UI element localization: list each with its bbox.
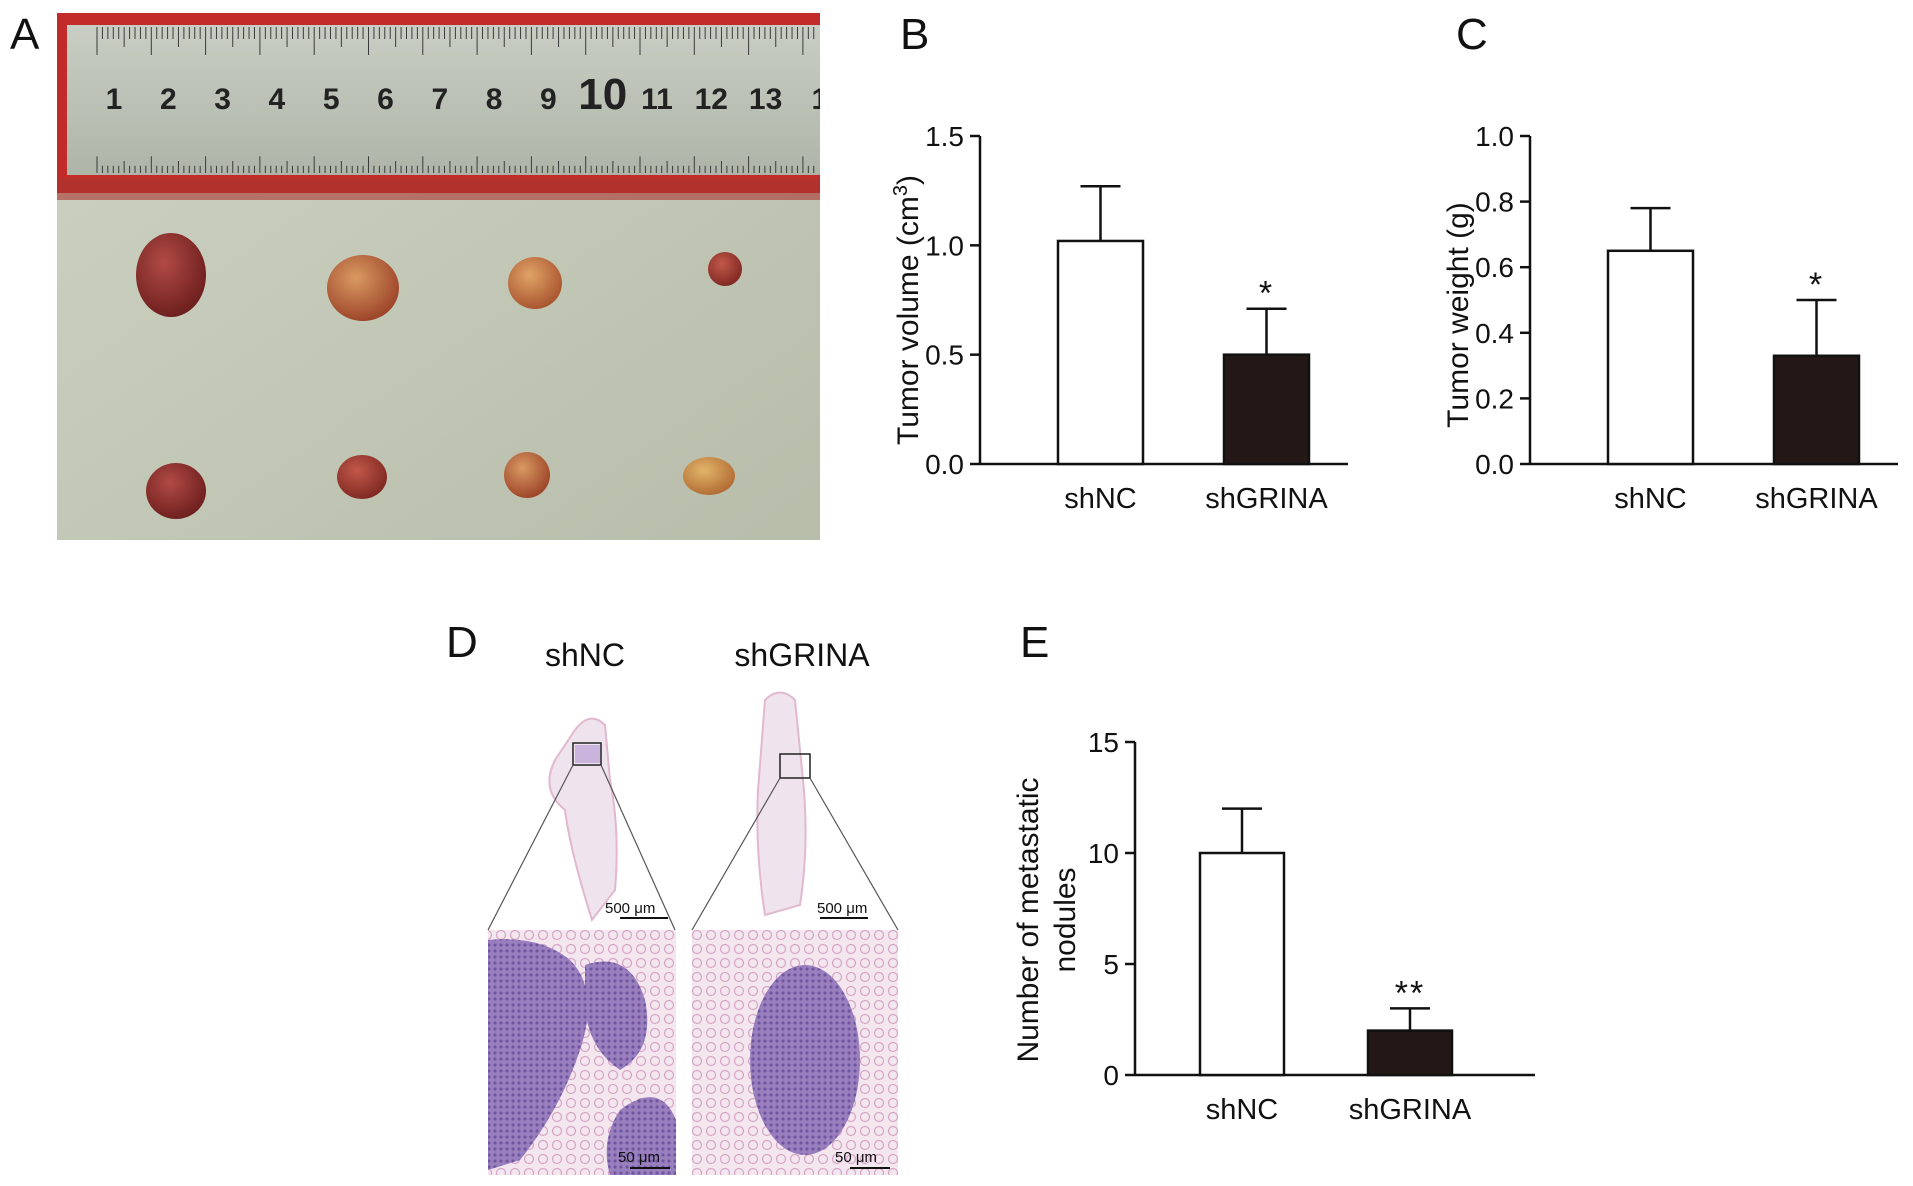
y-tick-label: 1.0 [1475, 121, 1514, 152]
panel-label-c: C [1456, 10, 1488, 59]
histology-label-shgrina: shGRINA [734, 637, 870, 673]
scale-bottom-left: 50 μm [618, 1149, 660, 1166]
y-axis-label-line2: nodules [1049, 867, 1082, 972]
y-tick-label: 0.2 [1475, 383, 1514, 414]
y-tick-label: 0 [1103, 1060, 1119, 1091]
x-category-label: shGRINA [1205, 483, 1328, 515]
bar-shgrina [1772, 354, 1861, 466]
panel-label-e: E [1020, 618, 1050, 667]
ruler-number: 6 [377, 83, 394, 116]
x-category-label: shGRINA [1349, 1094, 1472, 1126]
x-category-label: shNC [1206, 1094, 1279, 1126]
y-tick-label: 10 [1088, 838, 1119, 869]
significance-marker: * [1259, 275, 1274, 313]
lung-section-shnc [548, 717, 618, 923]
y-axis-label: Tumor weight (g) [1442, 202, 1475, 428]
tumor-8 [683, 457, 735, 495]
ruler-number: 2 [160, 83, 177, 116]
tumor-2 [327, 255, 399, 321]
ruler-number: 8 [486, 83, 503, 116]
y-axis-label: Tumor volume (cm3) [890, 175, 925, 445]
ruler-number: 3 [214, 83, 231, 116]
ruler-number: 9 [540, 83, 557, 116]
zoom-box-shgrina [779, 753, 811, 779]
x-category-label: shNC [1614, 483, 1687, 515]
ruler-number: 13 [749, 83, 782, 116]
ruler-number: 4 [269, 83, 286, 116]
y-tick-label: 0.4 [1475, 318, 1514, 349]
ruler-number: 7 [431, 83, 448, 116]
tumor-6 [337, 455, 387, 499]
ruler-number: 11 [641, 83, 673, 116]
tumor-7 [504, 452, 550, 498]
tumor-1 [136, 233, 206, 317]
tumor-5 [146, 463, 206, 519]
x-category-label: shGRINA [1755, 483, 1878, 515]
zoom-box-shnc [572, 742, 602, 766]
bar-shgrina [1366, 1029, 1454, 1077]
significance-marker: * [1809, 266, 1824, 304]
chart-c: 0.0 0.2 0.4 0.6 0.8 1.0 shNC * shGRINA Tumor weig… [1442, 121, 1898, 515]
tumor-photo-svg: 1 2 3 4 5 6 7 8 9 10 11 12 13 1 [57, 13, 829, 540]
y-tick-label: 1.5 [925, 121, 964, 152]
panel-label-b: B [900, 10, 930, 59]
histology-images: 500 μm 500 μm 50 μm 50 μm [487, 691, 899, 1175]
x-category-label: shNC [1064, 483, 1137, 515]
y-axis-label-line1: Number of metastatic [1012, 777, 1045, 1062]
y-tick-label: 15 [1088, 727, 1119, 758]
y-tick-label: 0.0 [925, 449, 964, 480]
tumor-4 [708, 252, 742, 286]
ruler-number: 1 [812, 83, 820, 116]
y-tick-label: 1.0 [925, 230, 964, 261]
significance-marker: ** [1395, 974, 1425, 1012]
panel-label-a: A [10, 10, 40, 59]
ruler-ticks [96, 27, 815, 173]
scale-bottom-right: 50 μm [835, 1149, 877, 1166]
tumor-photo: 1 2 3 4 5 6 7 8 9 10 11 12 13 1 [57, 13, 829, 540]
y-tick-label: 0.5 [925, 340, 964, 371]
bar-shgrina [1222, 353, 1311, 466]
bar-shnc [1056, 239, 1145, 466]
chart-b: 0.0 0.5 1.0 1.5 shNC * shGRINA Tumor volume (cm… [890, 121, 1348, 515]
scale-top-right: 500 μm [817, 900, 867, 917]
lung-section-shgrina [756, 691, 807, 917]
bar-shnc [1606, 249, 1695, 466]
tumor-3 [508, 257, 562, 309]
panel-label-d: D [446, 618, 478, 667]
histology-label-shnc: shNC [544, 637, 625, 673]
ruler-number: 1 [106, 83, 123, 116]
ruler-number: 5 [323, 83, 340, 116]
y-tick-label: 0.0 [1475, 449, 1514, 480]
y-tick-label: 5 [1103, 949, 1119, 980]
ruler-number: 12 [695, 83, 728, 116]
scale-top-left: 500 μm [605, 900, 655, 917]
ruler-number: 10 [578, 70, 627, 119]
y-tick-label: 0.6 [1475, 252, 1514, 283]
ruler-numbers: 1 2 3 4 5 6 7 8 9 10 11 12 13 1 [106, 70, 829, 119]
bar-shnc [1198, 851, 1286, 1077]
y-tick-label: 0.8 [1475, 187, 1514, 218]
chart-e: 0 5 10 15 shNC ** shGRINA Number of metastatic n… [1012, 727, 1535, 1126]
